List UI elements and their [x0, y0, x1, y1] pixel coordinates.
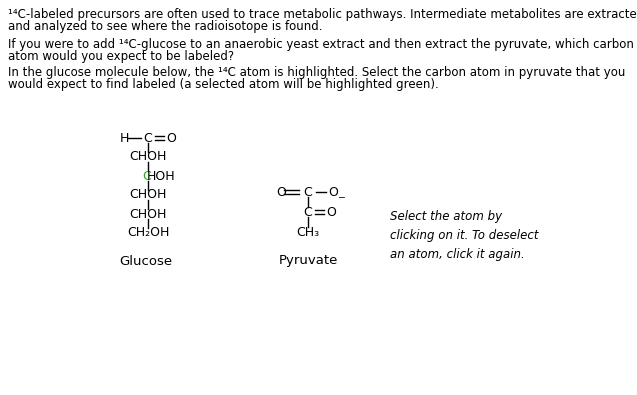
Text: O: O [166, 132, 176, 145]
Text: O: O [276, 186, 286, 199]
Text: O: O [328, 186, 338, 199]
Text: CHOH: CHOH [129, 207, 167, 220]
Text: C: C [304, 186, 312, 199]
Text: and analyzed to see where the radioisotope is found.: and analyzed to see where the radioisoto… [8, 20, 322, 33]
Text: H: H [120, 132, 129, 145]
Text: −: − [338, 192, 346, 201]
Text: CH₃: CH₃ [296, 226, 320, 239]
Text: ¹⁴C-labeled precursors are often used to trace metabolic pathways. Intermediate : ¹⁴C-labeled precursors are often used to… [8, 8, 637, 21]
Text: Glucose: Glucose [120, 255, 173, 268]
Text: CH₂OH: CH₂OH [127, 226, 169, 239]
Text: atom would you expect to be labeled?: atom would you expect to be labeled? [8, 50, 234, 63]
Text: O: O [326, 205, 336, 218]
Text: would expect to find labeled (a selected atom will be highlighted green).: would expect to find labeled (a selected… [8, 78, 439, 91]
Text: In the glucose molecule below, the ¹⁴C atom is highlighted. Select the carbon at: In the glucose molecule below, the ¹⁴C a… [8, 66, 626, 79]
Text: CHOH: CHOH [129, 188, 167, 201]
Text: If you were to add ¹⁴C-glucose to an anaerobic yeast extract and then extract th: If you were to add ¹⁴C-glucose to an ana… [8, 38, 634, 51]
Text: C: C [143, 132, 152, 145]
Text: Select the atom by
clicking on it. To deselect
an atom, click it again.: Select the atom by clicking on it. To de… [390, 210, 538, 261]
Text: C: C [142, 169, 151, 182]
Text: HOH: HOH [147, 169, 176, 182]
Text: CHOH: CHOH [129, 150, 167, 164]
Text: Pyruvate: Pyruvate [278, 254, 338, 267]
Text: C: C [304, 205, 312, 218]
